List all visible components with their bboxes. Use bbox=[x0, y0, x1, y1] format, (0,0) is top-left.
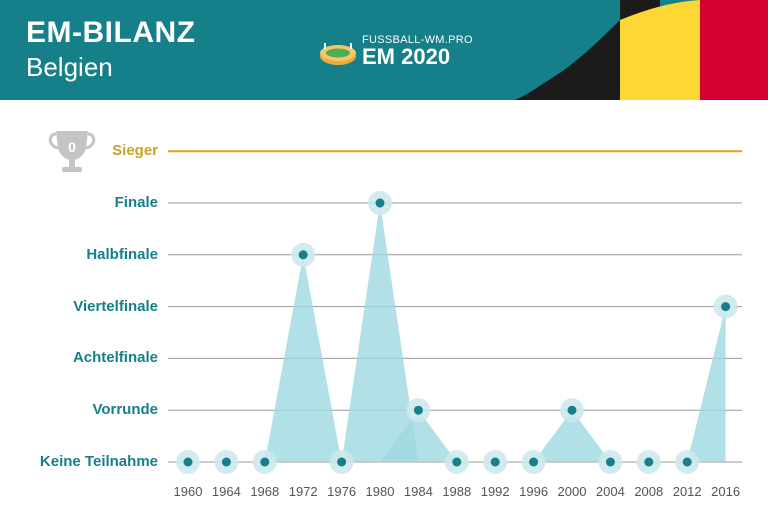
data-point-1988[interactable] bbox=[452, 457, 462, 467]
page-subtitle: Belgien bbox=[26, 52, 113, 82]
x-tick-label: 2004 bbox=[595, 484, 625, 499]
data-point-1984[interactable] bbox=[413, 405, 423, 415]
area-segment-1984 bbox=[380, 410, 457, 462]
x-tick-label: 1964 bbox=[211, 484, 241, 499]
area-segment-1980 bbox=[341, 203, 419, 462]
x-tick-label: 2012 bbox=[672, 484, 702, 499]
x-tick-label: 1960 bbox=[173, 484, 203, 499]
x-tick-label: 1976 bbox=[327, 484, 357, 499]
x-tick-label: 1996 bbox=[519, 484, 549, 499]
x-tick-label: 1988 bbox=[442, 484, 472, 499]
trophy-count: 0 bbox=[68, 139, 76, 155]
y-tick-label: Keine Teilnahme bbox=[39, 453, 158, 470]
x-tick-label: 1972 bbox=[288, 484, 318, 499]
data-point-1972[interactable] bbox=[298, 250, 308, 260]
y-tick-label: Sieger bbox=[112, 142, 158, 160]
header-banner: EM-BILANZ Belgien FUSSBALL-WM.PRO EM 202… bbox=[0, 0, 768, 100]
y-tick-label: Viertelfinale bbox=[73, 297, 158, 315]
flag-black-stripe-edge bbox=[515, 20, 620, 100]
area-segment-2016 bbox=[687, 306, 726, 462]
x-tick-label: 2008 bbox=[634, 484, 664, 499]
x-tick-label: 1992 bbox=[480, 484, 510, 499]
flag-red-stripe bbox=[700, 0, 768, 100]
data-point-1992[interactable] bbox=[490, 457, 500, 467]
brand-event-name: EM 2020 bbox=[362, 44, 451, 69]
page-title: EM-BILANZ bbox=[26, 16, 196, 49]
data-point-2012[interactable] bbox=[682, 457, 692, 467]
x-tick-label: 1980 bbox=[365, 484, 395, 499]
data-point-1968[interactable] bbox=[260, 457, 270, 467]
brand-site-name: FUSSBALL-WM.PRO bbox=[362, 34, 473, 46]
data-point-2008[interactable] bbox=[644, 457, 654, 467]
x-tick-label: 1968 bbox=[250, 484, 280, 499]
progress-chart: 0 bbox=[48, 131, 742, 474]
series-area bbox=[264, 203, 726, 462]
x-tick-label: 2016 bbox=[711, 484, 741, 499]
stadium-logo-icon bbox=[320, 43, 356, 65]
trophy-icon: 0 bbox=[48, 131, 96, 172]
y-tick-label: Vorrunde bbox=[92, 401, 158, 419]
belgium-flag-graphic bbox=[515, 0, 768, 100]
data-point-2000[interactable] bbox=[567, 405, 577, 415]
area-segment-1972 bbox=[264, 254, 342, 462]
data-point-1976[interactable] bbox=[337, 457, 347, 467]
x-tick-label: 2000 bbox=[557, 484, 587, 499]
area-segment-2000 bbox=[533, 410, 611, 462]
x-tick-label: 1984 bbox=[403, 484, 433, 499]
data-point-1980[interactable] bbox=[375, 198, 385, 208]
data-point-1960[interactable] bbox=[183, 457, 193, 467]
data-point-2016[interactable] bbox=[721, 302, 731, 312]
y-tick-label: Halbfinale bbox=[86, 245, 158, 263]
data-point-2004[interactable] bbox=[605, 457, 615, 467]
data-point-1964[interactable] bbox=[221, 457, 231, 467]
y-tick-label: Achtelfinale bbox=[72, 349, 158, 367]
flag-yellow-stripe bbox=[620, 0, 700, 100]
data-point-1996[interactable] bbox=[529, 457, 539, 467]
y-tick-label: Finale bbox=[114, 194, 158, 211]
